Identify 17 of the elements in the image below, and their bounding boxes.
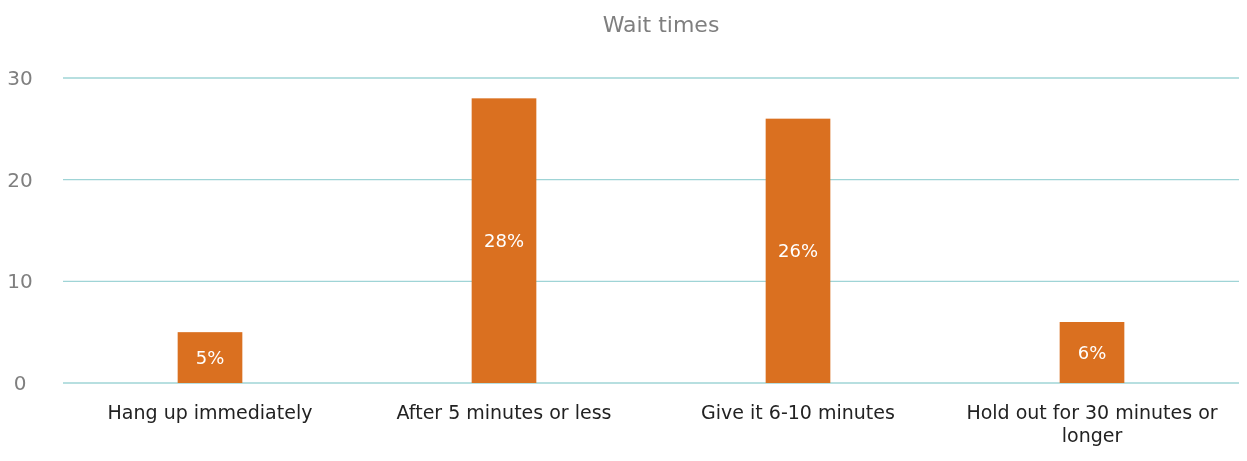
bar bbox=[1059, 322, 1125, 383]
bar bbox=[765, 118, 831, 383]
y-tick-label: 10 bbox=[7, 269, 33, 294]
data-label: 6% bbox=[1077, 341, 1107, 363]
x-tick-label: Give it 6-10 minutes bbox=[701, 401, 895, 423]
bar bbox=[471, 98, 537, 383]
chart-title: Wait times bbox=[602, 12, 720, 37]
data-label: 28% bbox=[483, 229, 525, 251]
y-tick-label: 0 bbox=[13, 371, 27, 395]
data-label: 26% bbox=[777, 240, 819, 262]
x-tick-label: Hold out for 30 minutes or longer bbox=[966, 401, 1218, 446]
bar bbox=[177, 332, 243, 383]
y-tick-label: 30 bbox=[7, 66, 33, 90]
x-tick-label: Hang up immediately bbox=[107, 401, 313, 423]
x-tick-label: After 5 minutes or less bbox=[396, 401, 612, 423]
y-tick-label: 20 bbox=[7, 167, 33, 192]
data-label: 5% bbox=[195, 346, 225, 368]
